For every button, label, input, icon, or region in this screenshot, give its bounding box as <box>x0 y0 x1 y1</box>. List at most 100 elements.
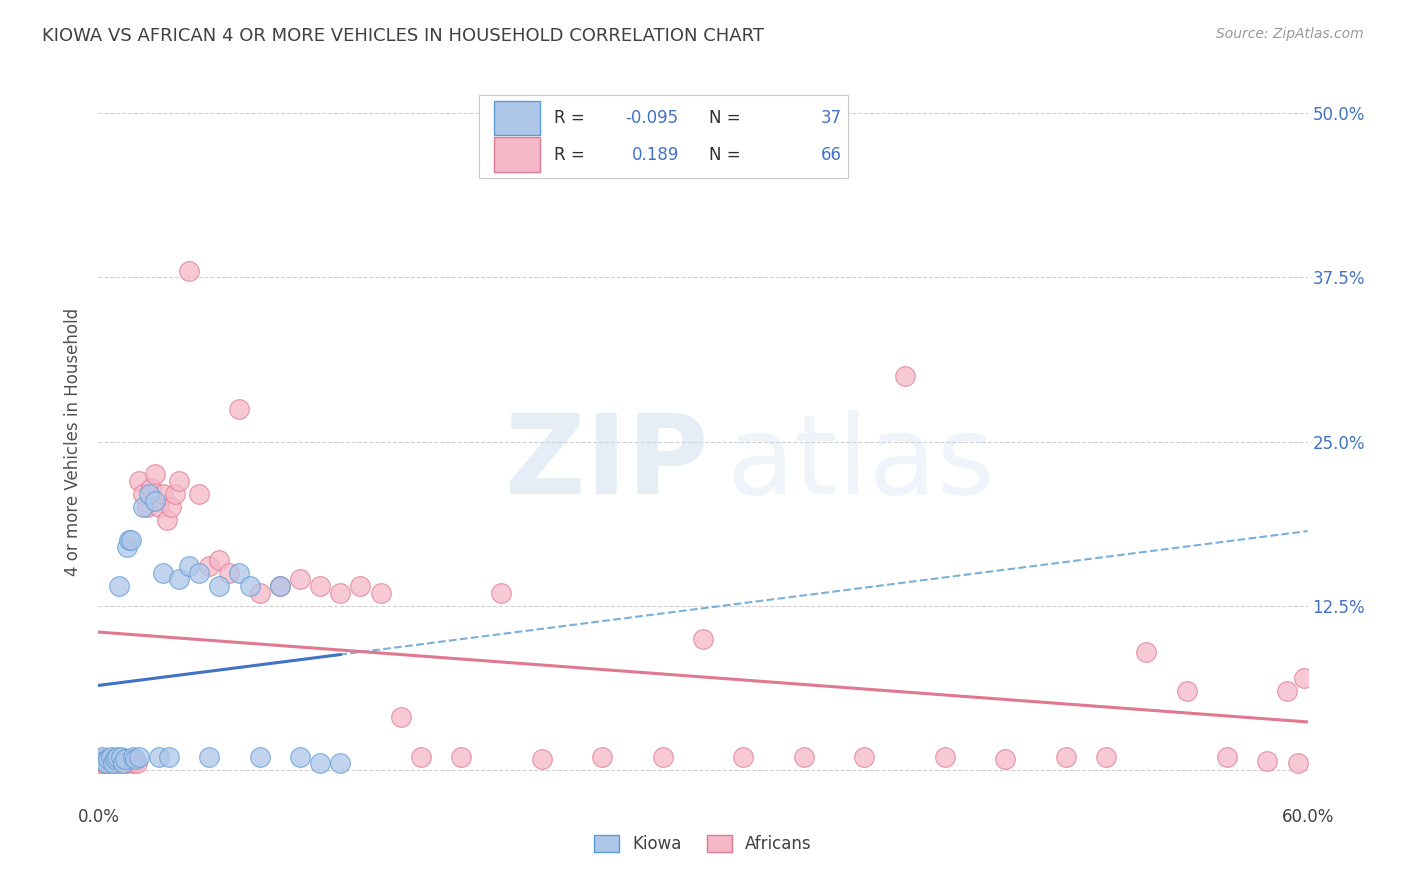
Point <box>329 756 352 771</box>
Point <box>269 579 291 593</box>
Point <box>389 710 412 724</box>
Point <box>121 749 143 764</box>
Point <box>97 756 120 771</box>
Text: R =: R = <box>554 145 585 163</box>
Point <box>124 752 146 766</box>
Point <box>853 749 876 764</box>
Point <box>89 752 111 766</box>
Point <box>96 754 118 768</box>
Point <box>101 756 124 771</box>
Point <box>143 493 166 508</box>
Point <box>1286 756 1309 771</box>
Point <box>1216 749 1239 764</box>
Point <box>1277 684 1299 698</box>
Point <box>156 513 179 527</box>
Point <box>309 756 332 771</box>
Point <box>111 756 134 771</box>
Point <box>125 756 148 771</box>
Point <box>893 368 915 383</box>
Point <box>128 474 150 488</box>
Text: 66: 66 <box>821 145 842 163</box>
Text: R =: R = <box>554 109 585 127</box>
Point <box>97 752 120 766</box>
Point <box>198 749 221 764</box>
Point <box>128 749 150 764</box>
Point <box>179 264 201 278</box>
Point <box>450 749 472 764</box>
Point <box>105 756 128 771</box>
Point <box>121 756 143 771</box>
Point <box>269 579 291 593</box>
Text: KIOWA VS AFRICAN 4 OR MORE VEHICLES IN HOUSEHOLD CORRELATION CHART: KIOWA VS AFRICAN 4 OR MORE VEHICLES IN H… <box>42 27 765 45</box>
Point <box>309 579 332 593</box>
Point <box>198 559 221 574</box>
Point <box>91 749 114 764</box>
Point <box>105 749 128 764</box>
Point <box>733 749 755 764</box>
Point <box>132 500 155 515</box>
Point <box>591 749 613 764</box>
Point <box>793 749 815 764</box>
Point <box>89 756 111 771</box>
Point <box>249 749 271 764</box>
Point <box>409 749 432 764</box>
FancyBboxPatch shape <box>494 137 540 172</box>
Point <box>100 752 122 766</box>
Point <box>692 632 714 646</box>
Point <box>96 756 118 771</box>
Point <box>188 487 211 501</box>
Text: 0.189: 0.189 <box>631 145 679 163</box>
Point <box>651 749 673 764</box>
Point <box>288 573 311 587</box>
Point <box>249 585 271 599</box>
Point <box>114 752 136 766</box>
Point <box>118 754 141 768</box>
Point <box>152 487 174 501</box>
Point <box>491 585 513 599</box>
Point <box>349 579 371 593</box>
Text: N =: N = <box>709 109 741 127</box>
Point <box>1175 684 1198 698</box>
Point <box>228 566 250 580</box>
Point <box>208 553 231 567</box>
Point <box>93 754 115 768</box>
Legend: Kiowa, Africans: Kiowa, Africans <box>588 828 818 860</box>
Point <box>1256 754 1278 768</box>
Point <box>1292 671 1315 685</box>
Point <box>110 749 132 764</box>
Point <box>120 752 142 766</box>
Point <box>91 752 114 766</box>
Point <box>288 749 311 764</box>
Text: N =: N = <box>709 145 741 163</box>
Point <box>124 754 146 768</box>
Point <box>1054 749 1077 764</box>
FancyBboxPatch shape <box>494 101 540 136</box>
Point <box>107 579 129 593</box>
Point <box>218 566 240 580</box>
Point <box>115 756 138 771</box>
Point <box>530 752 553 766</box>
Point <box>160 500 183 515</box>
Point <box>1095 749 1118 764</box>
Point <box>138 487 160 501</box>
Point <box>93 756 115 771</box>
Point <box>167 573 190 587</box>
Point <box>148 749 170 764</box>
Text: ZIP: ZIP <box>505 409 709 516</box>
Point <box>120 533 142 547</box>
Point <box>135 500 157 515</box>
Point <box>114 752 136 766</box>
Point <box>163 487 186 501</box>
Point <box>208 579 231 593</box>
Point <box>148 500 170 515</box>
Point <box>143 467 166 482</box>
Point <box>228 401 250 416</box>
Point <box>239 579 262 593</box>
Y-axis label: 4 or more Vehicles in Household: 4 or more Vehicles in Household <box>65 308 83 575</box>
Point <box>1135 645 1157 659</box>
Point <box>329 585 352 599</box>
Point <box>994 752 1017 766</box>
Point <box>188 566 211 580</box>
Point <box>139 481 162 495</box>
Point <box>103 754 125 768</box>
